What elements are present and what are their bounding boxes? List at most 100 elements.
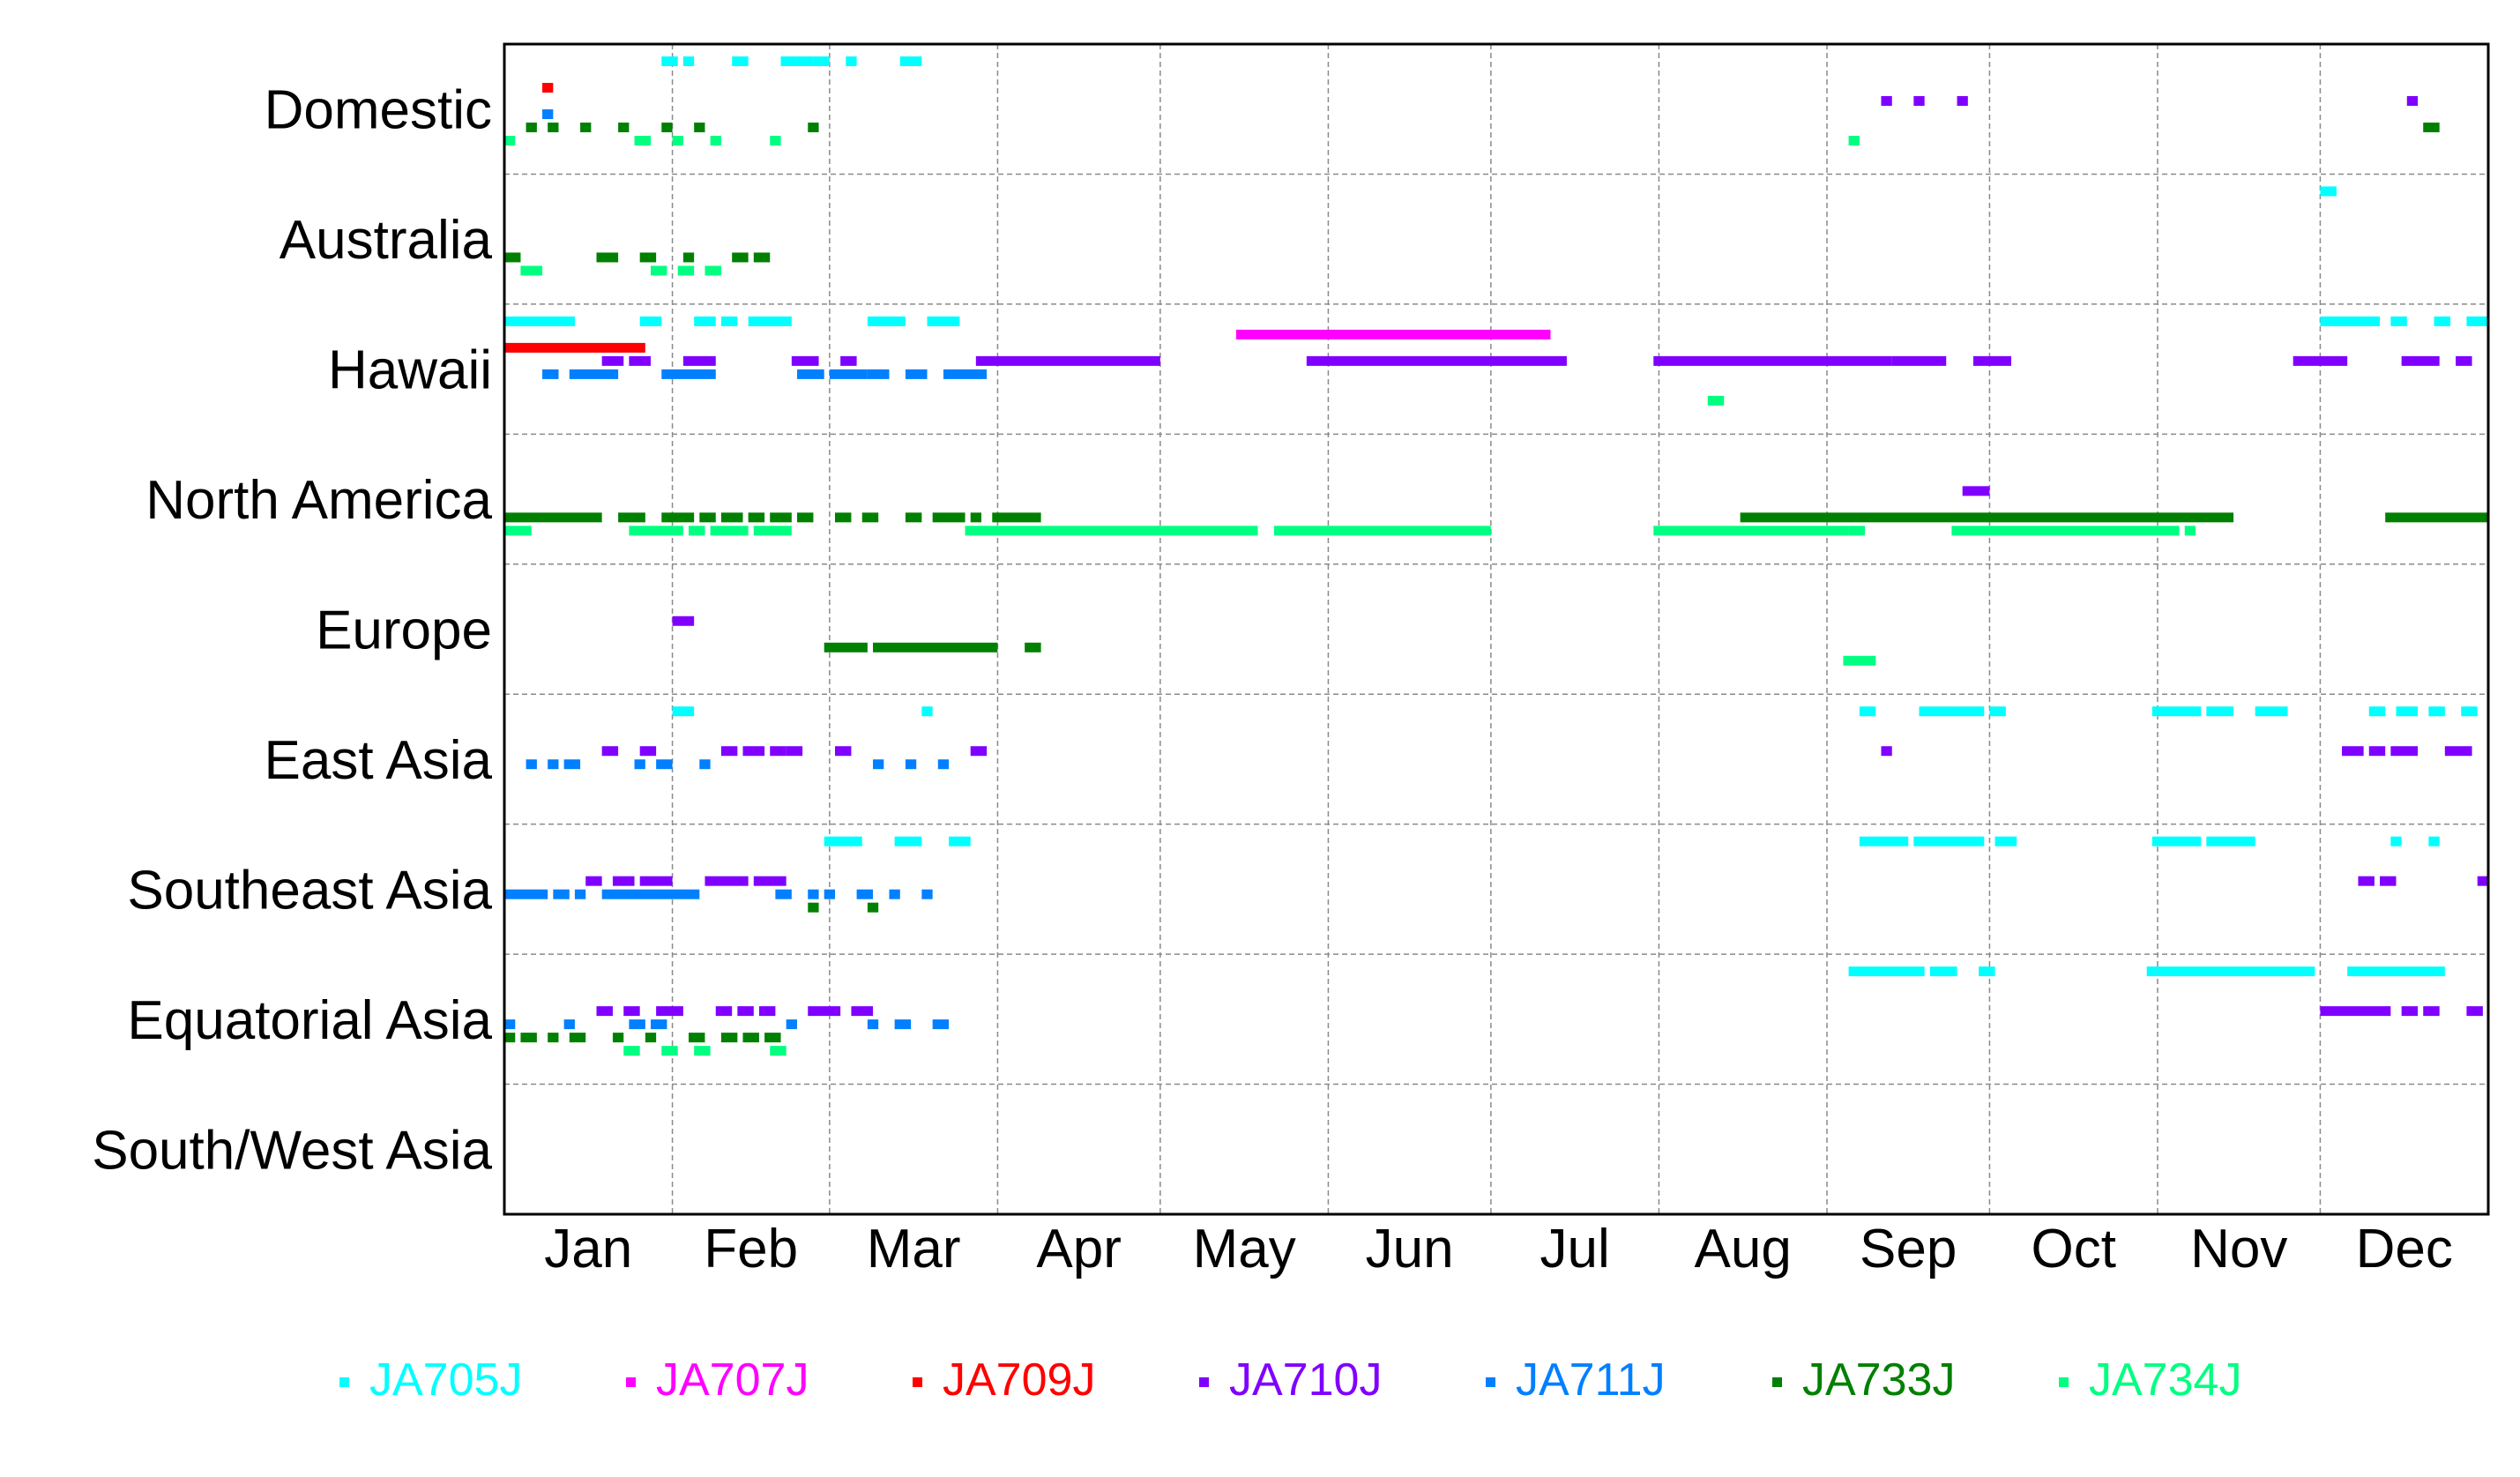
flight-bar-ja711j [563, 1019, 575, 1030]
legend-marker-ja711j [1486, 1377, 1495, 1387]
flight-bar-ja733j [699, 512, 716, 523]
flight-bar-ja710j [720, 746, 738, 757]
flight-bar-ja734j [1653, 526, 1849, 536]
flight-bar-ja733j [905, 512, 922, 523]
flight-bar-ja710j [1972, 355, 2012, 366]
y-tick-label-australia: Australia [280, 210, 493, 271]
legend-label-ja711j: JA711J [1516, 1354, 1666, 1406]
flight-bar-ja710j [612, 876, 635, 886]
y-tick-label-equatorial-asia: Equatorial Asia [127, 990, 492, 1051]
flight-bar-ja733j [618, 123, 630, 132]
flight-bar-ja705j [780, 56, 797, 66]
y-tick-label-hawaii: Hawaii [328, 340, 492, 401]
flight-bar-ja733j [612, 1033, 624, 1043]
flight-bar-ja711j [656, 759, 673, 770]
flight-bar-ja705j [2461, 706, 2478, 717]
flight-bar-ja705j [672, 706, 695, 717]
flight-bar-ja711j [650, 1019, 667, 1030]
flight-bar-ja705j [1913, 836, 1985, 847]
flight-bar-ja705j [2428, 706, 2445, 717]
flight-bar-ja705j [1929, 966, 1957, 977]
flight-bar-ja733j [873, 642, 928, 653]
flight-bar-ja710j [2342, 746, 2364, 757]
flight-bar-ja710j [2368, 746, 2386, 757]
flight-bar-ja734j [1848, 136, 1860, 145]
flight-bar-ja705j [720, 316, 738, 326]
flight-bar-ja710j [2423, 1006, 2440, 1017]
flight-bar-ja705j [824, 836, 862, 847]
flight-bar-ja705j [1859, 706, 1876, 717]
flight-bar-ja709j [504, 342, 645, 353]
flight-bar-ja710j [753, 876, 787, 886]
flight-bar-ja733j [970, 512, 981, 523]
flight-bar-ja710j [596, 1006, 613, 1017]
y-axis-labels: Domestic Australia Hawaii North America Euro… [92, 80, 492, 1182]
y-tick-label-southeast-asia: Southeast Asia [127, 860, 492, 921]
flight-bar-ja733j [504, 252, 521, 263]
flight-bar-ja734j [694, 1046, 711, 1056]
flight-bar-ja733j [645, 1033, 657, 1043]
flight-bar-ja710j [1957, 96, 1968, 106]
flight-bar-ja710j [2456, 355, 2472, 366]
flight-bar-ja710j [758, 1006, 776, 1017]
flight-bar-ja734j [2184, 526, 2196, 536]
x-tick-label-dec: Dec [2356, 1219, 2453, 1279]
flight-bar-ja733j [2423, 123, 2440, 132]
y-tick-label-domestic: Domestic [265, 80, 492, 141]
flight-bar-ja710j [786, 746, 803, 757]
flight-bar-ja705j [748, 316, 792, 326]
x-tick-label-aug: Aug [1695, 1219, 1792, 1279]
flight-bar-ja711j [542, 109, 554, 119]
flight-bar-ja711j [921, 889, 933, 899]
flight-bar-ja705j [2146, 966, 2250, 977]
x-tick-label-jun: Jun [1366, 1219, 1454, 1279]
flight-bar-ja711j [563, 759, 581, 770]
flight-bar-ja734j [689, 526, 705, 536]
flight-bar-ja733j [748, 512, 765, 523]
flight-bar-ja710j [1962, 486, 1990, 496]
flight-bar-ja705j [796, 56, 814, 66]
flight-bar-ja711j [786, 1019, 797, 1030]
flight-bar-ja733j [861, 512, 879, 523]
flight-bar-ja710j [835, 746, 852, 757]
flight-bar-ja734j [623, 1046, 640, 1056]
flight-bar-ja733j [720, 512, 743, 523]
legend-label-ja705j: JA705J [369, 1354, 522, 1406]
x-tick-label-jan: Jan [544, 1219, 632, 1279]
flight-bar-ja733j [720, 1033, 738, 1043]
flight-bar-ja733j [927, 642, 998, 653]
flight-bar-ja705j [2390, 316, 2407, 326]
flight-bar-ja711j [601, 889, 690, 899]
flight-bar-ja705j [894, 836, 922, 847]
flight-bar-ja710j [682, 355, 716, 366]
flight-bar-ja711j [894, 1019, 912, 1030]
flight-bar-ja705j [1979, 966, 1995, 977]
flight-bar-ja710j [742, 746, 765, 757]
flight-bar-ja710j [2466, 1006, 2483, 1017]
legend-marker-ja705j [339, 1377, 349, 1387]
flight-bar-ja733j [753, 252, 771, 263]
flight-bar-ja733j [689, 1033, 705, 1043]
flight-bar-ja734j [520, 265, 543, 276]
flight-bar-ja733j [682, 252, 695, 263]
flight-bar-ja705j [682, 56, 695, 66]
flight-bar-ja711j [905, 369, 928, 379]
flight-bar-ja705j [2390, 836, 2402, 847]
flight-bar-ja733j [548, 123, 559, 132]
flight-bar-ja705j [846, 56, 857, 66]
flight-bar-ja710j [1891, 355, 1947, 366]
flight-bar-ja705j [813, 56, 830, 66]
flight-bar-ja711j [824, 889, 835, 899]
flight-bar-ja711j [775, 889, 792, 899]
flight-bar-ja734j [770, 1046, 787, 1056]
plot-frame [503, 42, 2490, 1216]
flight-bar-ja734j [710, 136, 721, 145]
legend-label-ja709j: JA709J [943, 1354, 1095, 1406]
flight-bar-ja705j [2466, 316, 2488, 326]
x-tick-label-mar: Mar [867, 1219, 961, 1279]
legend-marker-ja733j [1772, 1377, 1782, 1387]
flight-bar-ja733j [2385, 512, 2488, 523]
x-tick-label-jul: Jul [1540, 1219, 1610, 1279]
flight-bar-ja711j [905, 759, 917, 770]
y-tick-label-south-west-asia: South/West Asia [92, 1120, 492, 1181]
